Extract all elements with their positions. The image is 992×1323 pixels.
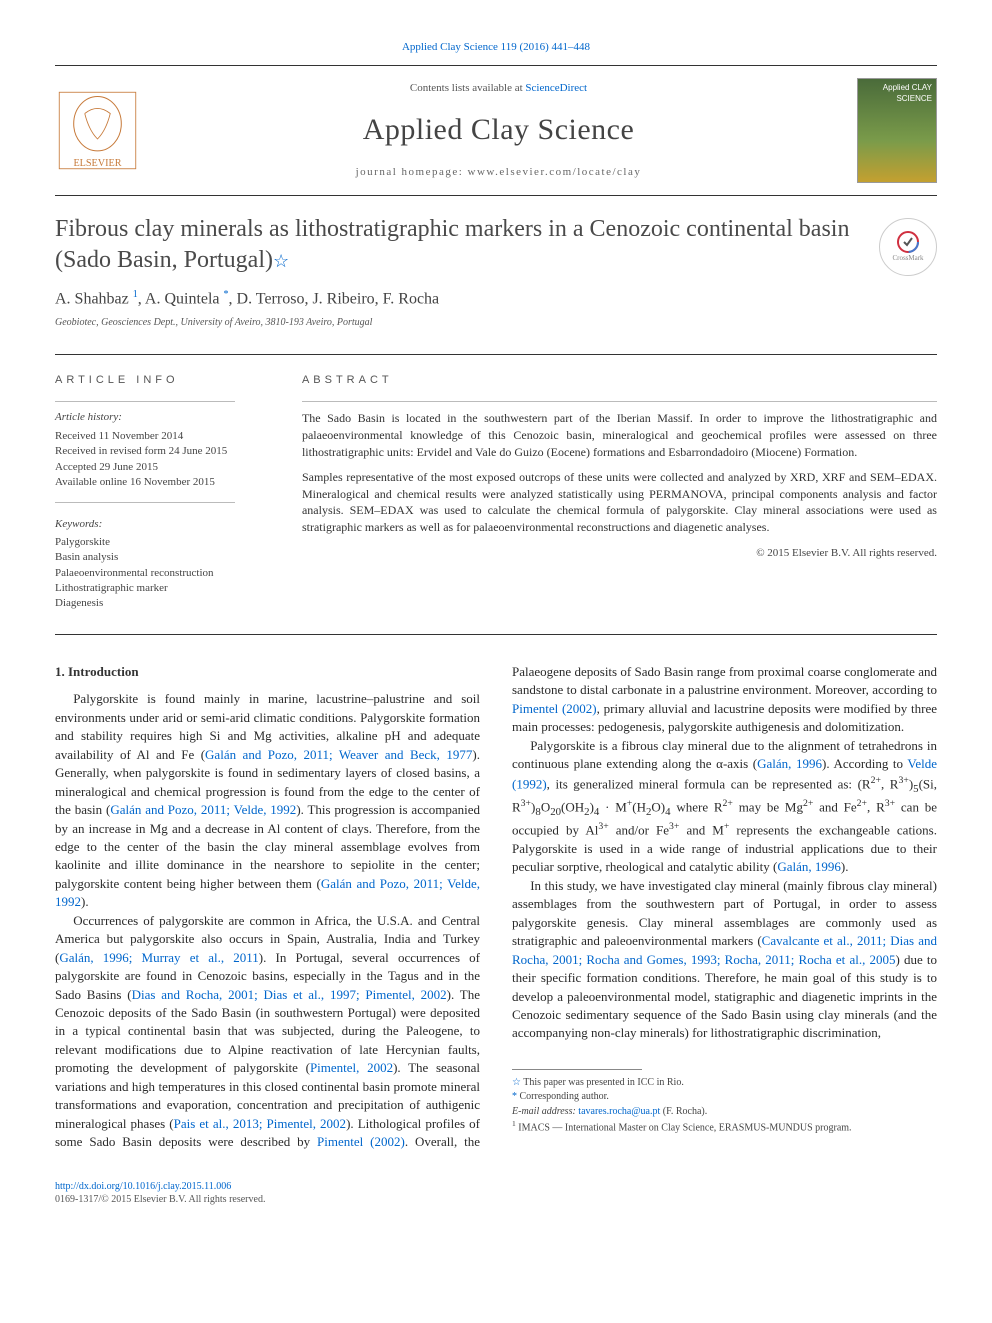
abstract-paragraph: Samples representative of the most expos… — [302, 469, 937, 536]
doi-link[interactable]: http://dx.doi.org/10.1016/j.clay.2015.11… — [55, 1181, 231, 1192]
cover-text: Applied CLAY SCIENCE — [858, 79, 936, 109]
elsevier-logo: ELSEVIER — [55, 88, 140, 173]
footnotes: ☆ This paper was presented in ICC in Rio… — [512, 1069, 937, 1135]
divider — [302, 401, 937, 402]
article-info-heading: ARTICLE INFO — [55, 373, 272, 388]
history-accepted: Accepted 29 June 2015 — [55, 460, 272, 475]
section-heading-intro: 1. Introduction — [55, 663, 480, 681]
footnote-imacs: 1 IMACS — International Master on Clay S… — [512, 1119, 937, 1135]
keyword: Basin analysis — [55, 550, 272, 565]
keyword: Lithostratigraphic marker — [55, 581, 272, 596]
svg-text:ELSEVIER: ELSEVIER — [73, 158, 121, 169]
issn-copyright: 0169-1317/© 2015 Elsevier B.V. All right… — [55, 1193, 937, 1207]
history-revised: Received in revised form 24 June 2015 — [55, 444, 272, 459]
body-paragraph: Palygorskite is found mainly in marine, … — [55, 690, 480, 911]
authors-line: A. Shahbaz 1, A. Quintela *, D. Terroso,… — [55, 288, 937, 310]
body-paragraph: Palygorskite is a fibrous clay mineral d… — [512, 737, 937, 877]
keyword: Palaeoenvironmental reconstruction — [55, 566, 272, 581]
abstract-heading: ABSTRACT — [302, 373, 937, 388]
sciencedirect-link[interactable]: ScienceDirect — [525, 82, 587, 94]
copyright: © 2015 Elsevier B.V. All rights reserved… — [302, 546, 937, 561]
homepage-prefix: journal homepage: — [356, 166, 468, 178]
article-body: 1. Introduction Palygorskite is found ma… — [55, 663, 937, 1152]
journal-cover-thumbnail: Applied CLAY SCIENCE — [857, 78, 937, 183]
affiliation: Geobiotec, Geosciences Dept., University… — [55, 316, 937, 330]
journal-header: ELSEVIER Contents lists available at Sci… — [55, 65, 937, 196]
footnote-corresponding: * Corresponding author. — [512, 1090, 937, 1104]
email-link[interactable]: tavares.rocha@ua.pt — [578, 1106, 660, 1117]
body-paragraph: In this study, we have investigated clay… — [512, 877, 937, 1043]
keywords-label: Keywords: — [55, 517, 272, 532]
footnote-email: E-mail address: tavares.rocha@ua.pt (F. … — [512, 1105, 937, 1119]
journal-reference: Applied Clay Science 119 (2016) 441–448 — [55, 40, 937, 55]
article-history-label: Article history: — [55, 410, 272, 425]
title-footnote-star-icon: ☆ — [273, 251, 289, 271]
divider — [55, 401, 235, 402]
article-title: Fibrous clay minerals as lithostratigrap… — [55, 214, 859, 276]
crossmark-label: CrossMark — [892, 254, 923, 263]
contents-line: Contents lists available at ScienceDirec… — [140, 81, 857, 96]
history-received: Received 11 November 2014 — [55, 429, 272, 444]
journal-homepage: journal homepage: www.elsevier.com/locat… — [140, 165, 857, 180]
homepage-url: www.elsevier.com/locate/clay — [468, 166, 642, 178]
page-footer: http://dx.doi.org/10.1016/j.clay.2015.11… — [55, 1180, 937, 1207]
keyword: Palygorskite — [55, 535, 272, 550]
keyword: Diagenesis — [55, 596, 272, 611]
title-text: Fibrous clay minerals as lithostratigrap… — [55, 216, 849, 273]
history-online: Available online 16 November 2015 — [55, 475, 272, 490]
abstract-paragraph: The Sado Basin is located in the southwe… — [302, 410, 937, 460]
journal-name: Applied Clay Science — [140, 110, 857, 151]
crossmark-badge[interactable]: CrossMark — [879, 218, 937, 276]
contents-prefix: Contents lists available at — [410, 82, 525, 94]
footnote-star: ☆ This paper was presented in ICC in Rio… — [512, 1076, 937, 1090]
divider — [55, 502, 235, 503]
